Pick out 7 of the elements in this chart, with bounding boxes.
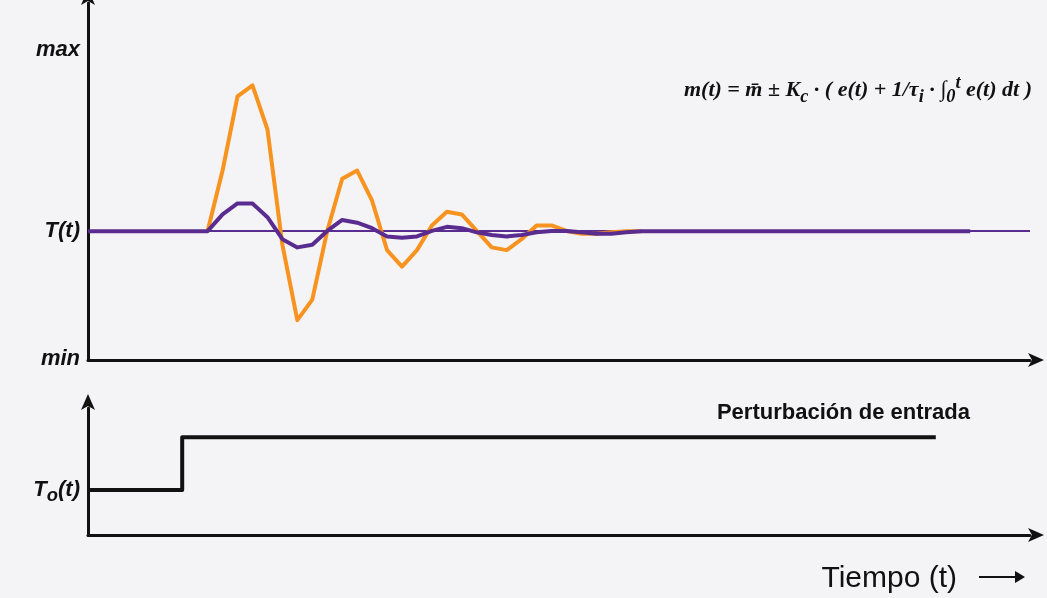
text: T$_{o}$(t) [33,476,80,507]
text: T(t) [44,217,80,243]
x-axis-title: Tiempo (t) [821,560,957,593]
text: min [40,345,80,371]
annotation: m(t) = m̄ ± K$_{c}$ · ( e(t) + 1/τ$_{i}$ · ∫$_{0}$$^{t}$ e(t) dt ) [683,72,1032,107]
series-label: Perturbación de entrada [716,398,971,424]
text: max [35,36,80,62]
